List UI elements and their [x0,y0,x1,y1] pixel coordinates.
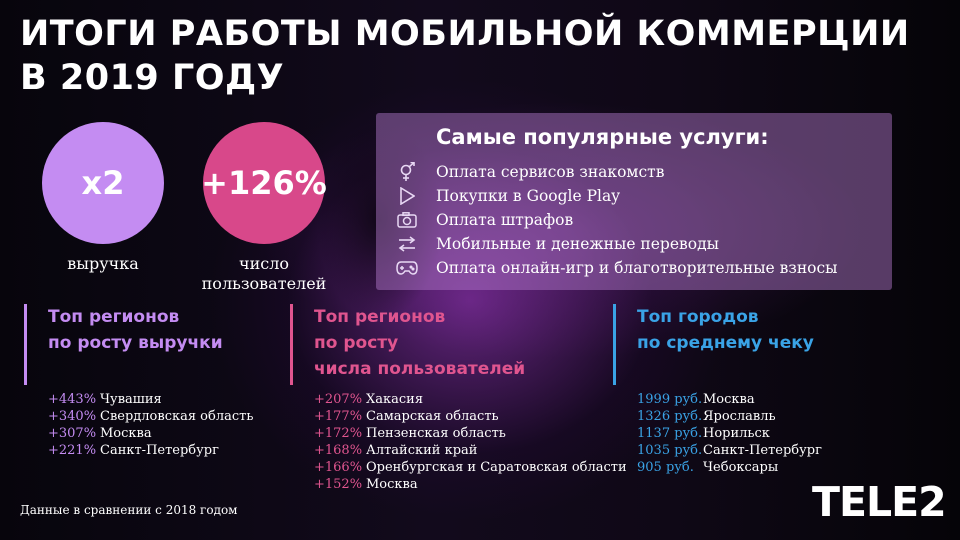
column-title: Топ городов по среднему чеку [637,304,814,356]
column-accent-bar [290,304,293,385]
service-item: Мобильные и денежные переводы [396,233,719,255]
list-item: 905 руб. Чебоксары [637,459,822,476]
list-item: 1137 руб. Норильск [637,425,822,442]
item-name: Москва [366,477,418,492]
item-value: 1137 руб. [637,426,703,441]
item-name: Санкт-Петербург [703,443,822,458]
item-value: +166% [314,460,363,475]
item-value: +172% [314,426,363,441]
item-name: Хакасия [366,392,424,407]
gender-icon [396,161,418,183]
list-item: 1999 руб. Москва [637,391,822,408]
person-silhouette [300,110,450,350]
item-value: +307% [48,426,97,441]
list-item: +152% Москва [314,476,627,493]
stat-circle-users: +126% [201,122,327,244]
list-item: +207% Хакасия [314,391,627,408]
list-item: +172% Пензенская область [314,425,627,442]
item-value: +177% [314,409,363,424]
title-line-1: Итоги работы мобильной коммерции [20,14,910,54]
list-item: +168% Алтайский край [314,442,627,459]
play-icon [396,185,418,207]
stat-label-line: выручка [67,254,139,273]
service-label: Оплата онлайн-игр и благотворительные вз… [436,259,838,277]
list-item: +166% Оренбургская и Саратовская области [314,459,627,476]
list-item: 1035 руб. Санкт-Петербург [637,442,822,459]
stat-value: +126% [201,164,327,202]
item-value: +340% [48,409,97,424]
service-item: Оплата онлайн-игр и благотворительные вз… [396,257,838,279]
column-title-line: по среднему чеку [637,333,814,353]
item-value: 1035 руб. [637,443,703,458]
column-title: Топ регионов по росту выручки [48,304,223,356]
item-value: +207% [314,392,363,407]
services-title: Самые популярные услуги: [436,125,769,149]
stat-label-line: число [239,254,289,273]
column-title-line: по росту выручки [48,333,223,353]
stat-users: +126% число пользователей [196,122,332,294]
stat-label: выручка [40,254,166,274]
service-label: Оплата штрафов [436,211,574,229]
top-regions-revenue: Топ регионов по росту выручки +443% Чуваш… [24,304,274,464]
popular-services-panel: Самые популярные услуги: Оплата сервисов… [376,113,892,290]
column-title: Топ регионов по росту числа пользователе… [314,304,525,382]
camera-icon [396,209,418,231]
service-item: Оплата штрафов [396,209,573,231]
item-value: +168% [314,443,363,458]
footnote: Данные в сравнении с 2018 годом [20,503,238,517]
item-value: 905 руб. [637,460,694,475]
list-item: +443% Чувашия [48,391,253,408]
column-rows: +443% Чувашия +340% Свердловская область +… [48,391,253,459]
page-title: Итоги работы мобильной коммерции в 2019 … [20,12,910,100]
column-rows: 1999 руб. Москва 1326 руб. Ярославль 1137 … [637,391,822,476]
item-name: Санкт-Петербург [100,443,219,458]
stat-circle-revenue: x2 [42,122,164,244]
column-title-line: Топ регионов [48,307,180,327]
service-item: Покупки в Google Play [396,185,620,207]
list-item: +177% Самарская область [314,408,627,425]
service-item: Оплата сервисов знакомств [396,161,664,183]
column-title-line: по росту [314,333,399,353]
item-value: +221% [48,443,97,458]
item-value: +443% [48,392,97,407]
column-title-line: числа пользователей [314,359,526,379]
list-item: +221% Санкт-Петербург [48,442,253,459]
item-name: Москва [100,426,152,441]
stat-label: число пользователей [196,254,332,294]
tele2-logo: TELE2 [812,478,947,526]
item-value: +152% [314,477,363,492]
stat-label-line: пользователей [201,274,327,293]
column-rows: +207% Хакасия +177% Самарская область +172… [314,391,627,493]
item-name: Москва [703,392,755,407]
stat-revenue: x2 выручка [40,122,166,274]
list-item: +307% Москва [48,425,253,442]
item-name: Алтайский край [366,443,478,458]
item-name: Ярославль [703,409,776,424]
stat-value: x2 [81,164,125,202]
item-name: Чебоксары [703,460,779,475]
gamepad-icon [396,257,418,279]
item-value: 1326 руб. [637,409,703,424]
list-item: 1326 руб. Ярославль [637,408,822,425]
column-accent-bar [24,304,27,385]
service-label: Оплата сервисов знакомств [436,163,665,181]
column-title-line: Топ регионов [314,307,446,327]
column-title-line: Топ городов [637,307,759,327]
list-item: +340% Свердловская область [48,408,253,425]
item-name: Пензенская область [366,426,506,441]
item-name: Норильск [703,426,770,441]
item-value: 1999 руб. [637,392,703,407]
title-line-2: в 2019 году [20,58,285,98]
item-name: Оренбургская и Саратовская области [366,460,627,475]
service-label: Мобильные и денежные переводы [436,235,719,253]
top-cities-check: Топ городов по среднему чеку 1999 руб. Мо… [613,304,913,484]
top-regions-users: Топ регионов по росту числа пользователе… [290,304,627,494]
item-name: Самарская область [366,409,499,424]
service-label: Покупки в Google Play [436,187,620,205]
item-name: Чувашия [100,392,162,407]
column-accent-bar [613,304,616,385]
item-name: Свердловская область [100,409,254,424]
transfer-icon [396,233,418,255]
